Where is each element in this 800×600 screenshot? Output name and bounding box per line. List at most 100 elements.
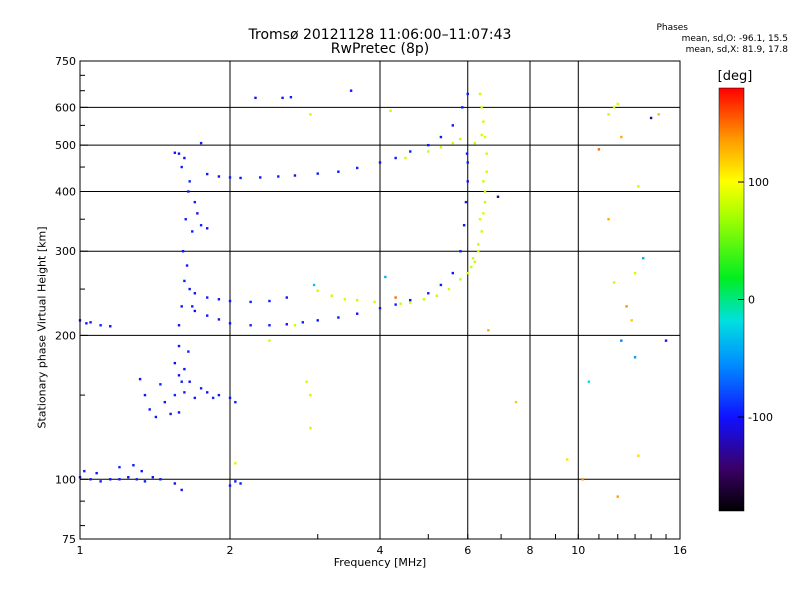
data-point [181,250,185,253]
data-point [439,283,443,287]
colorbar-tick-label: 0 [748,294,755,307]
data-point [404,156,407,160]
data-point [183,279,186,283]
data-point [309,113,312,116]
data-point [409,150,412,153]
data-point [664,339,668,342]
data-point [394,296,397,299]
data-point [485,170,488,173]
grid-lines [80,61,680,539]
data-point [193,309,197,313]
data-point [309,393,312,397]
y-tick-label: 100 [55,473,76,486]
x-axis-label: Frequency [MHz] [333,556,427,569]
x-tick-label: 8 [527,544,534,557]
colorbar-tick-label: -100 [748,411,773,424]
data-point [199,141,203,145]
data-point [239,482,242,485]
data-point [482,212,485,215]
data-point [657,113,660,116]
data-point [343,298,347,301]
data-point [148,408,151,411]
data-point [316,289,319,292]
data-point [337,316,340,319]
data-point [193,292,197,295]
y-tick-label: 200 [55,329,76,342]
data-point [630,319,633,322]
data-point [349,89,353,92]
x-tick-label: 10 [571,544,585,557]
data-point [183,156,186,160]
data-point [514,400,518,404]
data-point [451,141,455,145]
data-point [177,344,181,348]
y-tick-label: 750 [55,55,76,68]
x-tick-label: 16 [673,544,687,557]
data-point [177,411,181,414]
y-tick-label: 600 [55,101,76,114]
data-point [439,135,443,139]
data-point [234,400,237,404]
data-point [355,312,359,315]
data-point [597,148,601,151]
data-point [281,96,284,100]
data-point [466,271,469,275]
data-point [435,294,438,298]
data-point [409,301,412,304]
data-point [180,305,183,308]
data-point [607,218,610,221]
colorbar-ticks: 100 0 -100 [738,176,773,424]
data-point [477,243,480,246]
data-point [177,374,181,377]
data-point [422,298,426,301]
data-point [205,391,209,394]
chart-title: Tromsø 20121128 11:06:00–11:07:43 [248,27,512,43]
data-point [355,298,359,302]
data-point [565,458,569,461]
data-point [427,143,430,147]
data-point [191,305,194,308]
data-point [465,152,469,155]
data-point [607,113,610,116]
data-point [205,314,209,317]
y-tick-label: 75 [62,533,76,546]
data-point [188,380,191,383]
data-point [459,250,462,253]
data-point [409,298,412,302]
data-point [378,161,382,164]
data-point [637,454,640,457]
data-point [89,321,92,324]
data-point [199,224,203,227]
data-point [154,415,158,419]
data-point [293,174,297,177]
data-point [259,176,262,179]
data-point [193,396,197,400]
data-point [173,482,177,485]
data-point [183,367,186,371]
data-point [180,380,183,383]
data-point [159,478,162,481]
phases-title: Phases [656,23,688,33]
data-point [483,135,487,139]
data-point [301,321,305,324]
data-point [312,283,316,287]
data-point [462,224,466,227]
data-point [480,106,483,109]
data-point [173,361,177,365]
data-point [169,412,172,416]
data-point [399,302,402,305]
data-point [180,165,183,169]
data-point [180,488,183,492]
data-point [228,322,232,325]
data-point [394,156,397,160]
data-point [228,299,232,303]
data-point [478,92,482,96]
data-point [193,200,197,204]
data-point [83,469,86,473]
data-point [587,380,591,383]
data-point [451,271,455,275]
data-point [187,350,190,353]
data-point [217,175,221,178]
data-point [277,175,280,178]
